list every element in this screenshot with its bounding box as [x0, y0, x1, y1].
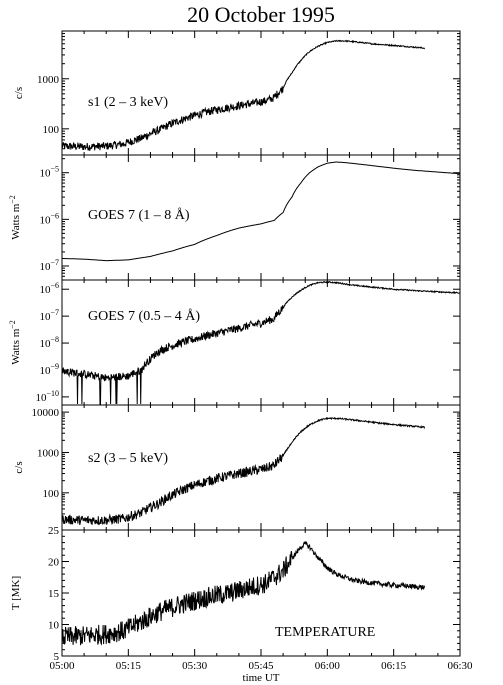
y-tick-label: 10	[48, 620, 60, 632]
panel-1: 100 1000 c/s s1 (2 – 3 keV)	[13, 30, 461, 156]
x-tick-label: 06:15	[381, 660, 407, 672]
y-tick-label: 10−7	[39, 308, 59, 323]
panel-2: 10−7 10−6 10−5 Watts m−2 GOES 7 (1 – 8 Å)	[8, 154, 461, 281]
panel-label: s1 (2 – 3 keV)	[88, 95, 168, 110]
panel-label: GOES 7 (0.5 – 4 Å)	[88, 308, 200, 324]
y-axis-title: Watts m−2	[8, 195, 22, 240]
x-tick-label: 05:15	[116, 660, 142, 672]
panel-label: TEMPERATURE	[275, 625, 375, 640]
y-axis-title: Watts m−2	[8, 320, 22, 365]
panel-4: 100 1000 10000 c/s s2 (3 – 5 keV)	[13, 404, 461, 531]
panel-frame	[61, 529, 461, 657]
y-tick-label: 10000	[32, 407, 60, 419]
y-tick-label: 10−9	[39, 362, 59, 377]
x-tick-label: 05:30	[182, 660, 208, 672]
x-tick-label: 05:00	[49, 660, 75, 672]
y-tick-label: 10−6	[39, 281, 59, 296]
x-tick-label: 06:00	[315, 660, 341, 672]
chart-title: 20 October 1995	[187, 2, 335, 27]
y-axis-title: T [MK]	[10, 576, 22, 610]
x-tick-label: 05:45	[248, 660, 274, 672]
y-tick-label: 100	[43, 488, 60, 500]
y-tick-label: 25	[48, 525, 60, 537]
panel-label: GOES 7 (1 – 8 Å)	[88, 207, 190, 223]
panel-frame	[61, 30, 461, 156]
y-tick-label: 1000	[37, 74, 60, 86]
x-axis-title: time UT	[243, 672, 280, 684]
y-tick-label: 10−10	[35, 389, 59, 404]
y-tick-label: 10−5	[39, 165, 59, 180]
panel-3: 10−10 10−9 10−8 10−7 10−6 Watts m−2 GOES 7 (0.…	[8, 279, 461, 406]
x-tick-label: 06:30	[447, 660, 473, 672]
y-tick-label: 5	[54, 651, 60, 663]
y-tick-label: 100	[43, 124, 60, 136]
y-tick-label: 20	[48, 557, 60, 569]
y-axis-title: c/s	[13, 461, 25, 473]
series-line	[61, 39, 426, 152]
y-axis-title: c/s	[13, 87, 25, 99]
y-tick-label: 10−6	[39, 211, 59, 226]
y-tick-label: 1000	[37, 447, 60, 459]
panel-frame	[61, 279, 461, 406]
series-line	[61, 416, 426, 526]
series-line	[61, 161, 461, 262]
panel-5: 05:00 05:15 05:30 05:45 06:00 06:15 06:30 5 10 15…	[10, 525, 473, 672]
panel-label: s2 (3 – 5 keV)	[88, 451, 168, 466]
series-line	[61, 540, 426, 646]
series-line	[61, 280, 461, 405]
y-tick-label: 10−7	[39, 258, 59, 273]
y-tick-label: 10−8	[39, 335, 59, 350]
y-tick-label: 15	[48, 588, 60, 600]
chart-panels: 100 1000 c/s s1 (2 – 3 keV) 10−7 10−6 10−5 Watt…	[8, 30, 473, 672]
